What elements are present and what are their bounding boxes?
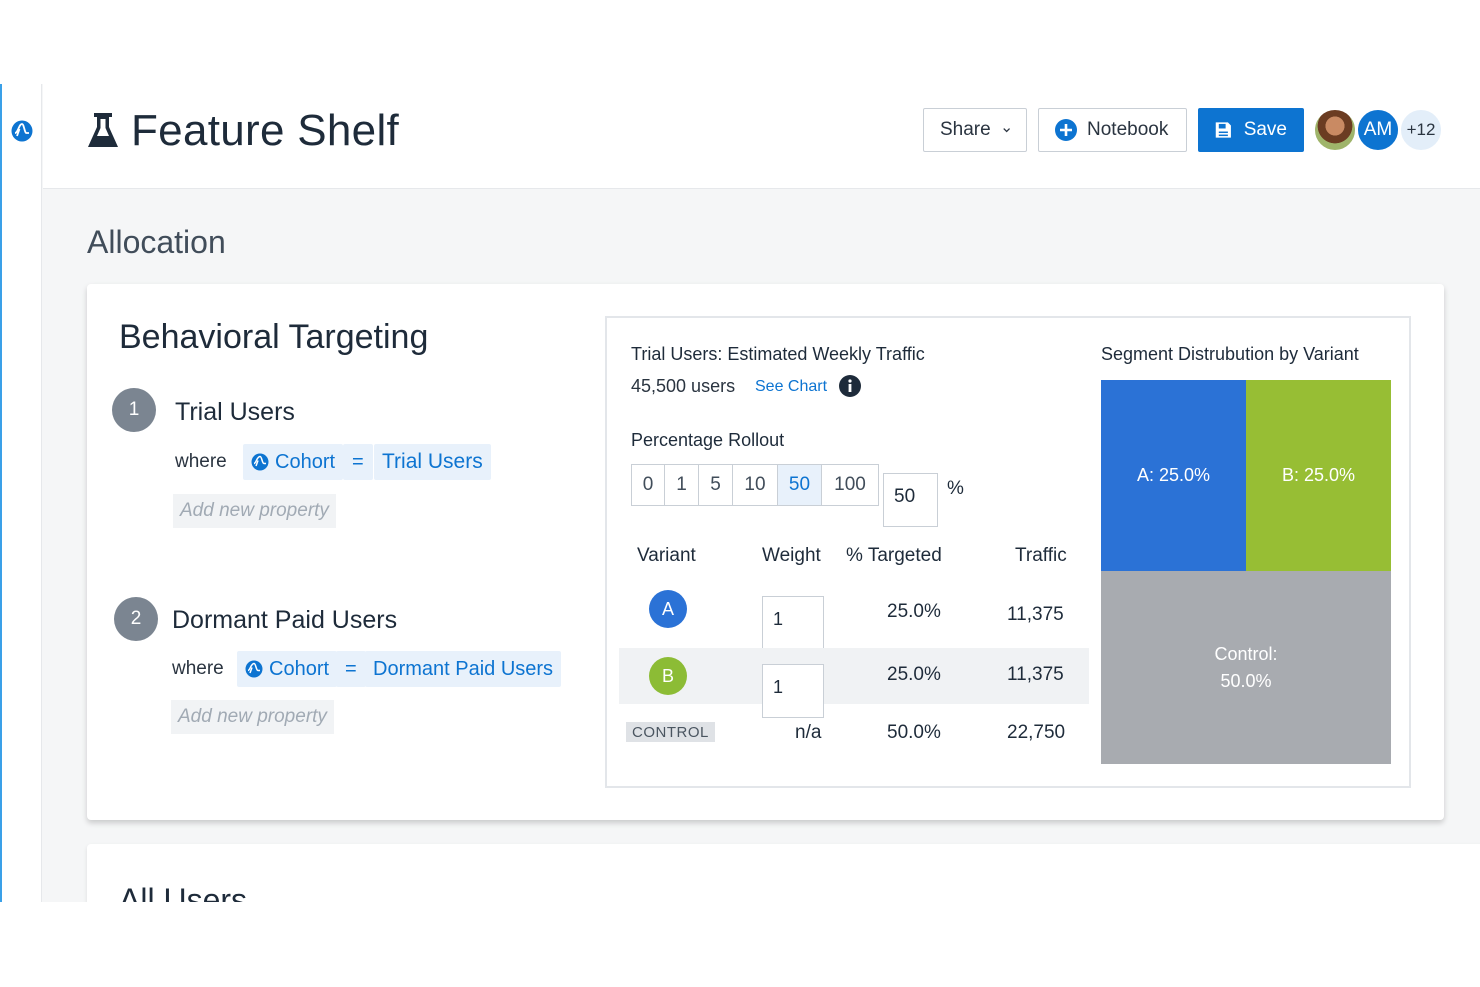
share-label: Share — [940, 119, 991, 140]
distribution-block-b: B: 25.0% — [1246, 380, 1391, 571]
segment-number: 2 — [114, 597, 158, 641]
col-header-targeted: % Targeted — [846, 545, 942, 566]
segment-name[interactable]: Dormant Paid Users — [172, 606, 398, 634]
rollout-option-10[interactable]: 10 — [733, 465, 778, 505]
add-property-input[interactable]: Add new property — [171, 700, 334, 734]
title-group: Feature Shelf — [85, 106, 399, 156]
page-title: Feature Shelf — [131, 106, 400, 155]
table-row-highlight — [619, 648, 1089, 704]
traffic-title: Trial Users: Estimated Weekly Traffic — [631, 344, 925, 364]
info-icon[interactable] — [839, 375, 861, 397]
avatar-more-count[interactable]: +12 — [1399, 108, 1443, 152]
cohort-icon — [251, 453, 269, 471]
users-count: 45,500 users — [631, 376, 736, 396]
property-label: Cohort — [269, 657, 330, 680]
app-window: Feature Shelf Share Notebook Save — [0, 84, 1480, 902]
variant-badge-b: B — [649, 657, 687, 695]
targeted-control: 50.0% — [887, 722, 941, 743]
section-title: Allocation — [87, 224, 226, 260]
distribution-block-a: A: 25.0% — [1101, 380, 1246, 571]
rollout-option-50[interactable]: 50 — [778, 465, 822, 505]
weight-input-b[interactable]: 1 — [762, 664, 824, 718]
all-users-title: All Users — [119, 882, 248, 902]
targeting-card: Behavioral Targeting 1 Trial Users where… — [87, 284, 1444, 820]
col-header-variant: Variant — [637, 545, 696, 566]
save-button[interactable]: Save — [1198, 108, 1304, 152]
weight-control: n/a — [795, 722, 822, 743]
weight-input-a[interactable]: 1 — [762, 596, 824, 650]
page-header: Feature Shelf Share Notebook Save — [43, 84, 1480, 189]
all-users-card: All Users — [87, 844, 1480, 902]
share-button[interactable]: Share — [923, 108, 1027, 152]
cohort-icon — [245, 660, 263, 678]
property-chip[interactable]: Cohort — [243, 444, 344, 480]
property-chip[interactable]: Cohort — [237, 651, 338, 687]
property-label: Cohort — [275, 450, 336, 473]
value-chip[interactable]: Dormant Paid Users — [365, 651, 562, 687]
flask-icon — [88, 113, 118, 147]
control-badge: CONTROL — [626, 722, 715, 742]
amplitude-logo-icon[interactable] — [11, 120, 33, 142]
distribution-block-control: Control: 50.0% — [1101, 571, 1391, 764]
variant-badge-a: A — [649, 590, 687, 628]
traffic-a: 11,375 — [1007, 604, 1064, 625]
segment-name[interactable]: Trial Users — [175, 398, 295, 426]
save-disk-icon — [1215, 122, 1231, 138]
where-label: where — [172, 658, 224, 679]
save-label: Save — [1243, 119, 1287, 140]
col-header-weight: Weight — [762, 545, 821, 566]
chevron-down-icon — [1002, 128, 1010, 133]
distribution-chart: A: 25.0% B: 25.0% Control: 50.0% — [1101, 380, 1391, 764]
left-rail — [0, 84, 42, 902]
notebook-button[interactable]: Notebook — [1038, 108, 1187, 152]
targeted-a: 25.0% — [887, 601, 941, 622]
rollout-option-0[interactable]: 0 — [632, 465, 665, 505]
operator-chip[interactable]: = — [336, 651, 366, 687]
rollout-label: Percentage Rollout — [631, 430, 785, 450]
rollout-option-5[interactable]: 5 — [699, 465, 733, 505]
targeting-title: Behavioral Targeting — [119, 318, 429, 356]
see-chart-link[interactable]: See Chart — [755, 378, 828, 395]
distribution-title: Segment Distrubution by Variant — [1101, 344, 1359, 364]
value-chip[interactable]: Trial Users — [374, 444, 491, 480]
notebook-label: Notebook — [1087, 119, 1169, 140]
avatar-photo[interactable] — [1313, 108, 1357, 152]
add-property-input[interactable]: Add new property — [173, 494, 336, 528]
targeted-b: 25.0% — [887, 664, 941, 685]
rollout-option-100[interactable]: 100 — [834, 474, 866, 495]
operator-chip[interactable]: = — [343, 444, 373, 480]
traffic-b: 11,375 — [1007, 664, 1064, 685]
avatar-initials[interactable]: AM — [1356, 108, 1400, 152]
rollout-percent-input[interactable]: 50 — [883, 473, 938, 527]
traffic-control: 22,750 — [1007, 722, 1066, 743]
control-label-line1: Control: — [1214, 643, 1278, 664]
rollout-option-1[interactable]: 1 — [665, 465, 699, 505]
segment-number: 1 — [112, 388, 156, 432]
plus-circle-icon — [1055, 119, 1077, 141]
traffic-panel: Trial Users: Estimated Weekly Traffic 45… — [605, 316, 1411, 788]
control-label-line2: 50.0% — [1220, 670, 1272, 691]
percent-sign: % — [947, 478, 964, 499]
col-header-traffic: Traffic — [1015, 545, 1067, 566]
where-label: where — [175, 451, 227, 472]
rollout-button-group: 0 1 5 10 50 100 — [631, 464, 879, 506]
